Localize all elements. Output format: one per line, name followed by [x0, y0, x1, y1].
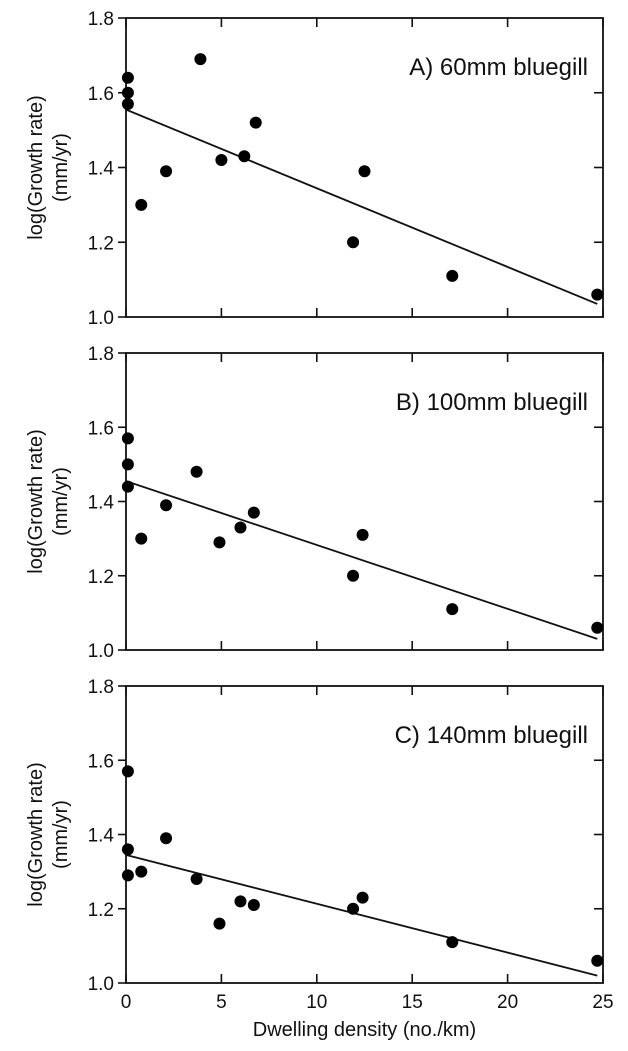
- panel-c-title: C) 140mm bluegill: [395, 722, 588, 749]
- panel-c-data-point: [446, 936, 459, 949]
- panel-a-data-point: [249, 116, 262, 129]
- panel-a-ytick-label: 1.0: [88, 308, 114, 329]
- panel-c-xtick-label: 20: [497, 992, 518, 1013]
- panel-b-data-point: [121, 480, 134, 493]
- panel-c-ytick-label: 1.4: [88, 826, 115, 847]
- panel-c-data-point: [121, 765, 134, 778]
- panel-c-ytick-label: 1.0: [88, 974, 114, 995]
- panel-b-ytick-label: 1.8: [88, 344, 114, 365]
- panel-b-data-point: [234, 521, 247, 534]
- panel-c-ylabel-line2: (mm/yr): [50, 800, 72, 869]
- panel-b-regression-line: [125, 480, 598, 640]
- panel-b-data-point: [446, 603, 459, 616]
- panel-a-data-point: [121, 97, 134, 110]
- panel-b-ylabel-line1: log(Growth rate): [25, 429, 47, 574]
- panel-b-data-point: [213, 536, 226, 549]
- panel-a-ylabel-line1: log(Growth rate): [25, 95, 47, 240]
- panel-c-data-point: [213, 917, 226, 930]
- panel-b-ytick-label: 1.2: [88, 567, 114, 588]
- panel-c-ytick-label: 1.6: [88, 751, 114, 772]
- panel-b-data-point: [121, 432, 134, 445]
- panel-a-ytick-label: 1.6: [88, 84, 114, 105]
- panel-c-data-point: [247, 899, 260, 912]
- panel-a-title: A) 60mm bluegill: [409, 54, 588, 81]
- x-axis-label: Dwelling density (no./km): [253, 1019, 476, 1041]
- panel-a-ytick-label: 1.4: [88, 159, 115, 180]
- panel-c-data-point: [160, 832, 173, 845]
- panel-b-ylabel-line2: (mm/yr): [50, 467, 72, 536]
- panel-b-data-point: [347, 569, 360, 582]
- panel-b-data-point: [121, 458, 134, 471]
- panel-a-data-point: [135, 198, 148, 211]
- panel-c-data-point: [356, 891, 369, 904]
- panel-a-ytick-label: 1.8: [88, 9, 114, 30]
- panel-c-xtick-label: 25: [592, 992, 613, 1013]
- panel-a-data-point: [160, 165, 173, 178]
- panel-a-ytick-label: 1.2: [88, 233, 114, 254]
- panel-c-data-point: [190, 873, 203, 886]
- panel-c-xtick-label: 10: [306, 992, 327, 1013]
- panel-b-title: B) 100mm bluegill: [396, 389, 588, 416]
- panel-b-data-point: [135, 532, 148, 545]
- panel-a-data-point: [194, 53, 207, 66]
- panel-c-xtick-label: 5: [216, 992, 227, 1013]
- panel-b-data-point: [160, 499, 173, 512]
- panel-b-data-point: [190, 465, 203, 478]
- panel-c-data-point: [135, 865, 148, 878]
- panel-c-ytick-label: 1.2: [88, 900, 114, 921]
- panel-b-data-point: [591, 621, 604, 634]
- panel-c-xtick-label: 15: [402, 992, 423, 1013]
- panel-c-data-point: [591, 954, 604, 967]
- panel-b-ytick-label: 1.6: [88, 418, 114, 439]
- panel-a-ylabel-line2: (mm/yr): [50, 133, 72, 202]
- panel-a-data-point: [591, 288, 604, 301]
- panel-c-ytick-label: 1.8: [88, 677, 114, 698]
- panel-a-data-point: [347, 236, 360, 249]
- panel-c-data-point: [347, 902, 360, 915]
- panel-b-data-point: [356, 528, 369, 541]
- panel-b-ytick-label: 1.4: [88, 493, 115, 514]
- panel-a-data-point: [358, 165, 371, 178]
- panel-c-ylabel-line1: log(Growth rate): [25, 762, 47, 907]
- panel-a-data-point: [215, 154, 228, 167]
- panel-a-data-point: [238, 150, 251, 163]
- panel-c-data-point: [234, 895, 247, 908]
- panel-a-data-point: [446, 269, 459, 282]
- panel-c-data-point: [121, 869, 134, 882]
- panel-b-ytick-label: 1.0: [88, 641, 114, 662]
- panel-a-regression-line: [125, 108, 598, 305]
- panel-c-data-point: [121, 843, 134, 856]
- panel-a-data-point: [121, 86, 134, 99]
- panel-c-regression-line: [125, 854, 598, 977]
- panel-c-xtick-label: 0: [121, 992, 132, 1013]
- panel-b-data-point: [247, 506, 260, 519]
- panel-a-data-point: [121, 71, 134, 84]
